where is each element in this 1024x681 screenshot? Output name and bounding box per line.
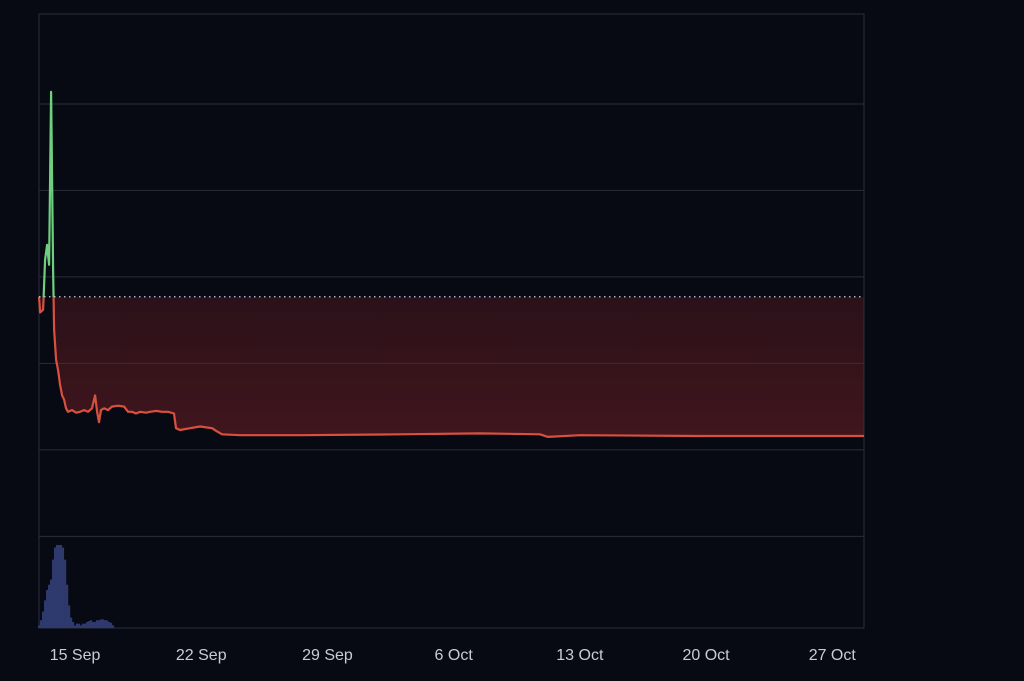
volume-bar bbox=[71, 621, 75, 628]
volume-bar bbox=[81, 623, 85, 628]
volume-bar bbox=[73, 625, 77, 628]
volume-bar bbox=[39, 620, 43, 628]
volume-bar bbox=[55, 544, 59, 628]
volume-bar bbox=[111, 625, 115, 628]
volume-bar bbox=[101, 619, 105, 628]
x-tick-label: 22 Sep bbox=[176, 647, 227, 664]
volume-bar bbox=[93, 621, 97, 628]
volume-bar bbox=[97, 620, 101, 628]
x-tick-label: 13 Oct bbox=[556, 647, 604, 664]
x-tick-label: 29 Sep bbox=[302, 647, 353, 664]
x-tick-label: 15 Sep bbox=[50, 647, 101, 664]
volume-bar bbox=[75, 623, 79, 628]
area bbox=[39, 296, 864, 437]
volume-bar bbox=[68, 605, 71, 628]
volume-bar bbox=[86, 621, 89, 628]
volume-bar bbox=[44, 600, 47, 628]
volume-bar bbox=[46, 589, 49, 628]
volume-bar bbox=[90, 620, 93, 628]
x-tick-label: 6 Oct bbox=[435, 647, 474, 664]
volume-bar bbox=[51, 559, 55, 628]
volume-bar bbox=[79, 625, 83, 628]
volume-bar bbox=[77, 623, 81, 628]
volume-bar bbox=[53, 547, 57, 628]
volume-bar bbox=[105, 620, 109, 628]
x-tick-label: 27 Oct bbox=[809, 647, 857, 664]
volume-bar bbox=[66, 584, 69, 628]
volume-bar bbox=[37, 625, 41, 628]
volume-bar bbox=[69, 617, 73, 628]
volume-bar bbox=[57, 544, 61, 628]
volume-bar bbox=[88, 621, 91, 628]
volume-bar bbox=[103, 620, 107, 628]
volume-bar bbox=[64, 559, 67, 628]
volume-bar bbox=[42, 611, 45, 628]
volume-bar bbox=[110, 622, 113, 628]
price-line bbox=[37, 90, 864, 438]
volume-bar bbox=[61, 547, 65, 628]
volume-bar bbox=[59, 544, 63, 628]
volume-bar bbox=[99, 619, 103, 628]
volume-bar bbox=[47, 584, 51, 628]
x-tick-label: 20 Oct bbox=[682, 647, 730, 664]
volume-bar bbox=[91, 621, 95, 628]
volume-bar bbox=[108, 621, 111, 628]
volume-bar bbox=[83, 623, 87, 628]
volume-bar bbox=[95, 620, 99, 628]
volume-bar bbox=[49, 579, 53, 628]
